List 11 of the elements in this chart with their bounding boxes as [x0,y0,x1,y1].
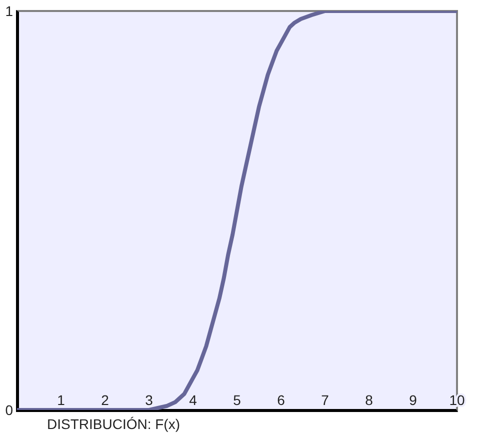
x-tick-label: 3 [145,392,154,408]
x-tick-label: 2 [101,392,110,408]
x-tick-label: 6 [277,392,286,408]
x-tick-label: 8 [365,392,374,408]
x-axis-title: DISTRIBUCIÓN: F(x) [47,416,180,432]
x-tick-label: 5 [233,392,242,408]
x-tick-label: 4 [189,392,198,408]
x-tick-label: 7 [321,392,330,408]
y-tick-label: 0 [5,402,14,418]
x-tick-label: 1 [57,392,66,408]
x-tick-label: 9 [409,392,418,408]
